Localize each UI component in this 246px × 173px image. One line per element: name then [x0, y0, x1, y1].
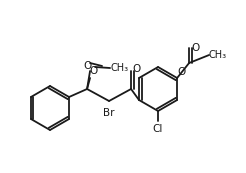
Text: CH₃: CH₃ — [111, 63, 129, 73]
Text: O: O — [83, 61, 91, 71]
Text: O: O — [191, 43, 199, 53]
Text: O: O — [89, 66, 97, 76]
Text: CH₃: CH₃ — [208, 50, 226, 60]
Text: Br: Br — [103, 108, 115, 118]
Text: Cl: Cl — [153, 124, 163, 134]
Text: O: O — [177, 67, 185, 77]
Text: O: O — [132, 64, 140, 74]
